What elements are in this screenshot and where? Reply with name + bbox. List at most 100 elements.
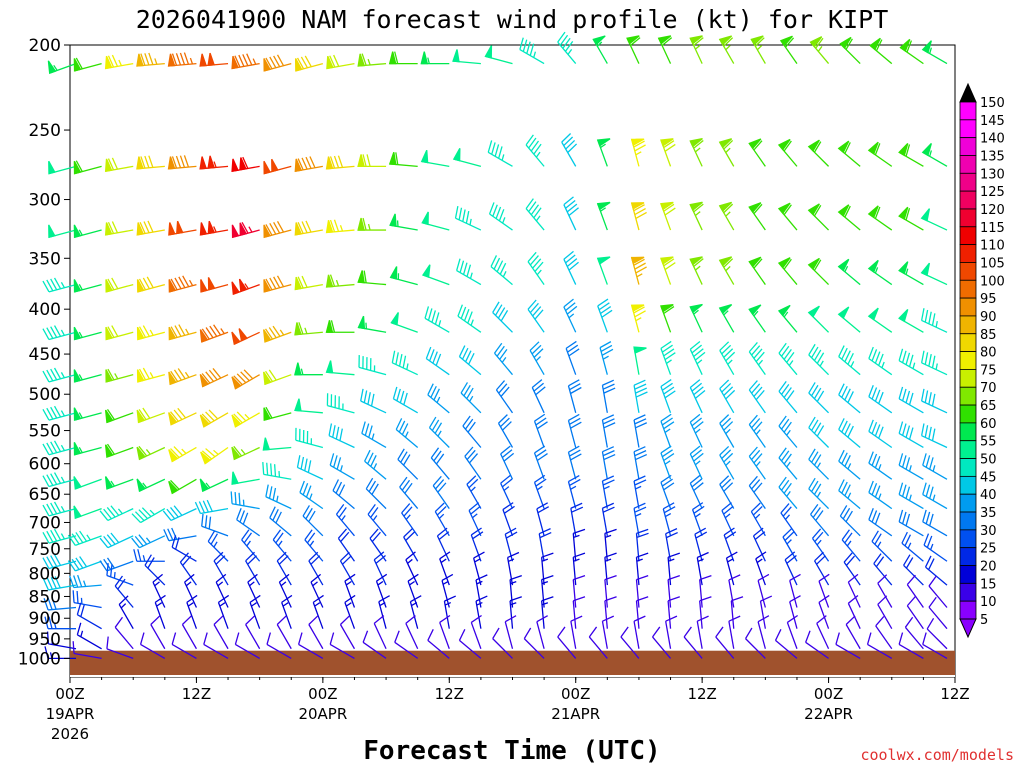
barb-half-flag (877, 541, 882, 548)
barb-flag (435, 353, 442, 366)
barb-flag (138, 534, 148, 545)
colorbar-label: 115 (980, 221, 1005, 236)
barb-flag (635, 387, 648, 394)
barb-flag (430, 385, 437, 398)
barb-pennant (168, 371, 177, 386)
wind-barb (921, 40, 948, 65)
barb-flag (405, 615, 416, 624)
barb-shaft (75, 535, 102, 547)
barb-flag (462, 209, 466, 222)
wind-barb (667, 552, 681, 586)
barb-pennant (421, 264, 431, 278)
barb-flag (305, 220, 312, 233)
barb-flag (502, 502, 514, 511)
barb-flag (845, 555, 856, 566)
wind-barb (868, 451, 893, 480)
barb-flag (399, 476, 408, 488)
barb-pennant (807, 305, 820, 318)
barb-half-flag (60, 533, 65, 540)
barb-shaft (541, 579, 545, 608)
barb-flag (405, 551, 416, 561)
barb-half-flag (755, 429, 761, 435)
barb-flag (660, 379, 672, 388)
barb-flag (46, 327, 54, 339)
barb-flag (783, 421, 792, 433)
barb-flag (929, 457, 934, 470)
barb-half-flag (785, 514, 791, 520)
wind-barb (869, 37, 893, 65)
barb-flag (689, 413, 701, 423)
wind-barb (835, 632, 861, 659)
barb-flag (534, 309, 544, 320)
barb-flag (138, 509, 148, 520)
colorbar-label: 85 (980, 328, 997, 343)
barb-shaft (665, 621, 672, 649)
barb-flag (427, 383, 434, 396)
barb-flag (808, 416, 816, 429)
barb-shaft (495, 389, 514, 414)
wind-barb (563, 298, 578, 333)
barb-pennant (748, 202, 762, 214)
barb-half-flag (252, 58, 257, 65)
barb-flag (898, 386, 904, 399)
barb-flag (46, 407, 54, 420)
barb-shaft (107, 535, 134, 549)
wind-barb (139, 632, 166, 659)
barb-flag (297, 276, 304, 289)
barb-flag (306, 532, 316, 544)
barb-half-flag (187, 602, 194, 607)
barb-pennant (325, 360, 334, 374)
wind-barb (689, 256, 704, 285)
barb-half-flag (444, 601, 452, 606)
wind-barb (367, 503, 387, 537)
wind-barb (42, 472, 77, 488)
barb-shaft (922, 494, 948, 510)
barb-flag (931, 355, 936, 369)
barb-half-flag (725, 428, 731, 435)
barb-flag (468, 478, 479, 489)
barb-flag (569, 417, 581, 425)
barb-flag (503, 505, 515, 514)
barb-flag (400, 451, 408, 463)
barb-flag (234, 492, 237, 505)
barb-half-flag (280, 581, 287, 587)
barb-pennant (263, 224, 271, 239)
barb-flag (566, 258, 578, 267)
barb-flag (898, 348, 904, 361)
barb-flag (458, 345, 466, 357)
wind-barb (200, 446, 229, 465)
colorbar-label: 75 (980, 363, 997, 378)
barb-half-flag (185, 581, 192, 587)
wind-barb (718, 138, 735, 167)
barb-flag (841, 420, 848, 433)
barb-flag (439, 551, 451, 560)
barb-half-flag (469, 395, 474, 402)
colorbar-label: 25 (980, 542, 997, 557)
wind-barb (436, 527, 450, 562)
wind-barb (723, 527, 737, 562)
barb-flag (266, 632, 272, 645)
wind-barb (99, 557, 134, 572)
barb-flag (269, 277, 277, 290)
wind-barb (487, 140, 513, 167)
barb-shaft (572, 557, 577, 586)
barb-flag (53, 554, 62, 566)
barb-flag (748, 414, 758, 425)
barb-shaft (667, 557, 672, 586)
barb-flag (429, 349, 435, 362)
barb-flag (636, 532, 649, 538)
barb-flag (878, 426, 884, 439)
barb-half-flag (850, 361, 855, 368)
x-axis-label: Forecast Time (UTC) (363, 736, 660, 766)
barb-shaft (778, 352, 798, 376)
barb-half-flag (345, 580, 352, 586)
barb-flag (753, 453, 763, 464)
barb-shaft (302, 515, 324, 537)
wind-barb (689, 35, 704, 64)
barb-pennant (263, 407, 271, 421)
barb-flag (46, 442, 54, 455)
barb-flag (721, 382, 732, 393)
barb-flag (811, 419, 819, 431)
barb-shaft (464, 455, 482, 480)
wind-barb (500, 445, 515, 480)
